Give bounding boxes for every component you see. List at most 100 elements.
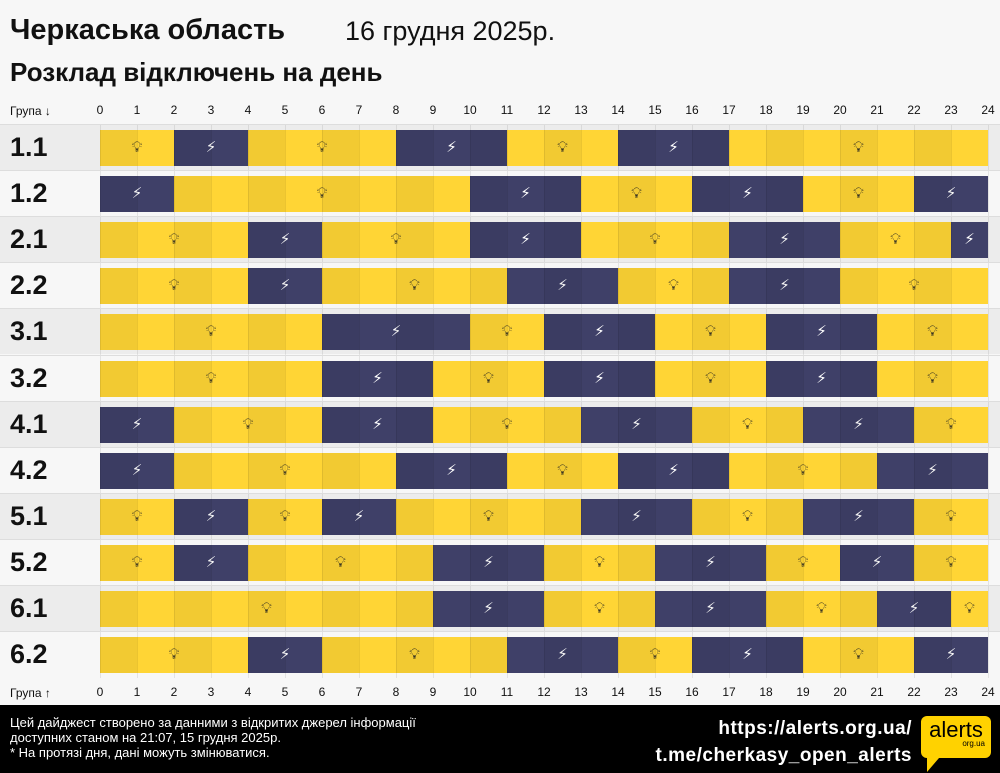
hour-tick: 7 bbox=[355, 685, 363, 699]
power-on-segment bbox=[100, 268, 248, 305]
power-off-segment bbox=[433, 591, 544, 627]
group-row: 1.1 💡︎ ⚡︎ 💡︎ ⚡︎ 💡︎ ⚡︎ 💡︎ bbox=[0, 124, 1000, 171]
hour-shade bbox=[766, 176, 803, 213]
power-off-bolt-icon: ⚡︎ bbox=[131, 461, 143, 479]
power-off-segment bbox=[470, 222, 581, 259]
power-off-segment bbox=[507, 637, 618, 674]
power-on-segment bbox=[433, 360, 544, 397]
power-on-segment bbox=[655, 314, 766, 351]
hour-gridline bbox=[914, 401, 915, 448]
lightbulb-icon: 💡︎ bbox=[594, 600, 605, 617]
power-off-bolt-icon: ⚡︎ bbox=[705, 600, 716, 617]
hour-gridline bbox=[433, 355, 434, 402]
hour-gridline bbox=[581, 493, 582, 540]
hour-gridline bbox=[803, 355, 804, 402]
hour-shade bbox=[840, 591, 877, 627]
hour-tick: 23 bbox=[944, 103, 958, 117]
hour-gridline bbox=[655, 401, 656, 448]
hour-gridline bbox=[914, 125, 915, 171]
hour-shade bbox=[544, 406, 581, 443]
hour-gridline bbox=[100, 125, 101, 171]
hour-shade bbox=[470, 406, 507, 443]
power-off-segment bbox=[544, 360, 655, 397]
hour-gridline bbox=[137, 586, 138, 632]
power-off-segment bbox=[729, 222, 840, 259]
power-off-segment bbox=[470, 176, 581, 213]
hour-shade bbox=[840, 452, 877, 489]
power-off-bolt-icon: ⚡︎ bbox=[446, 139, 457, 156]
hour-shade bbox=[766, 314, 803, 351]
telegram-link[interactable]: t.me/cherkasy_open_alerts bbox=[655, 745, 912, 766]
lightbulb-icon: 💡︎ bbox=[316, 139, 328, 156]
hour-shade bbox=[174, 222, 211, 259]
hour-gridline bbox=[248, 125, 249, 171]
hour-gridline bbox=[211, 401, 212, 448]
hour-gridline bbox=[396, 493, 397, 540]
hour-gridline bbox=[951, 447, 952, 494]
hour-gridline bbox=[618, 539, 619, 586]
power-off-segment bbox=[174, 498, 248, 535]
lightbulb-icon: 💡︎ bbox=[594, 553, 605, 571]
power-off-bolt-icon: ⚡︎ bbox=[631, 415, 642, 433]
hour-gridline bbox=[618, 401, 619, 448]
power-off-bolt-icon: ⚡︎ bbox=[372, 369, 383, 387]
hour-gridline bbox=[914, 539, 915, 586]
hour-shade bbox=[248, 268, 285, 305]
hour-gridline bbox=[877, 539, 878, 586]
hour-shade bbox=[692, 360, 729, 397]
lightbulb-icon: 💡︎ bbox=[168, 277, 180, 295]
hour-gridline bbox=[803, 586, 804, 632]
lightbulb-icon: 💡︎ bbox=[853, 185, 864, 203]
hour-gridline bbox=[877, 125, 878, 171]
hour-gridline bbox=[507, 217, 508, 264]
hour-tick: 11 bbox=[500, 103, 514, 117]
hour-gridline bbox=[877, 217, 878, 264]
hour-gridline bbox=[692, 493, 693, 540]
hour-gridline bbox=[766, 632, 767, 679]
hour-gridline bbox=[729, 401, 730, 448]
hour-gridline bbox=[840, 125, 841, 171]
website-link[interactable]: https://alerts.org.ua/ bbox=[718, 718, 912, 739]
power-off-bolt-icon: ⚡︎ bbox=[871, 553, 883, 571]
hour-shade bbox=[840, 222, 877, 259]
power-on-segment bbox=[322, 637, 507, 674]
power-off-segment bbox=[581, 406, 692, 443]
hour-gridline bbox=[655, 586, 656, 632]
hour-shade bbox=[692, 591, 729, 627]
group-label: 3.2 bbox=[10, 362, 48, 393]
power-on-segment bbox=[914, 406, 988, 443]
hour-gridline bbox=[396, 586, 397, 632]
hour-shade bbox=[692, 637, 729, 674]
lightbulb-icon: 💡︎ bbox=[927, 323, 938, 341]
hour-gridline bbox=[211, 493, 212, 540]
hour-gridline bbox=[433, 586, 434, 632]
hour-gridline bbox=[951, 171, 952, 218]
power-off-segment bbox=[655, 544, 766, 581]
group-label: 4.1 bbox=[10, 408, 48, 439]
hour-shade bbox=[618, 406, 655, 443]
power-on-segment bbox=[618, 637, 692, 674]
hour-gridline bbox=[914, 447, 915, 494]
disclaimer-line: Цей дайджест створено за данними з відкр… bbox=[10, 715, 416, 730]
hour-shade bbox=[322, 176, 359, 213]
hour-shade bbox=[692, 544, 729, 581]
hour-gridline bbox=[507, 447, 508, 494]
hour-gridline bbox=[285, 171, 286, 218]
hour-tick: 18 bbox=[759, 103, 773, 117]
power-off-bolt-icon: ⚡︎ bbox=[390, 323, 402, 341]
hour-gridline bbox=[433, 539, 434, 586]
hour-shade bbox=[470, 544, 507, 581]
hour-gridline bbox=[211, 171, 212, 218]
hour-shade bbox=[470, 176, 507, 213]
hour-gridline bbox=[766, 586, 767, 632]
hour-gridline bbox=[766, 171, 767, 218]
hour-shade bbox=[174, 268, 211, 305]
power-on-segment bbox=[100, 130, 174, 166]
hour-gridline bbox=[396, 263, 397, 310]
power-off-segment bbox=[433, 544, 544, 581]
hour-gridline bbox=[359, 539, 360, 586]
hour-shade bbox=[766, 406, 803, 443]
group-label: 1.2 bbox=[10, 178, 48, 209]
hour-gridline bbox=[766, 447, 767, 494]
hour-gridline bbox=[803, 217, 804, 264]
